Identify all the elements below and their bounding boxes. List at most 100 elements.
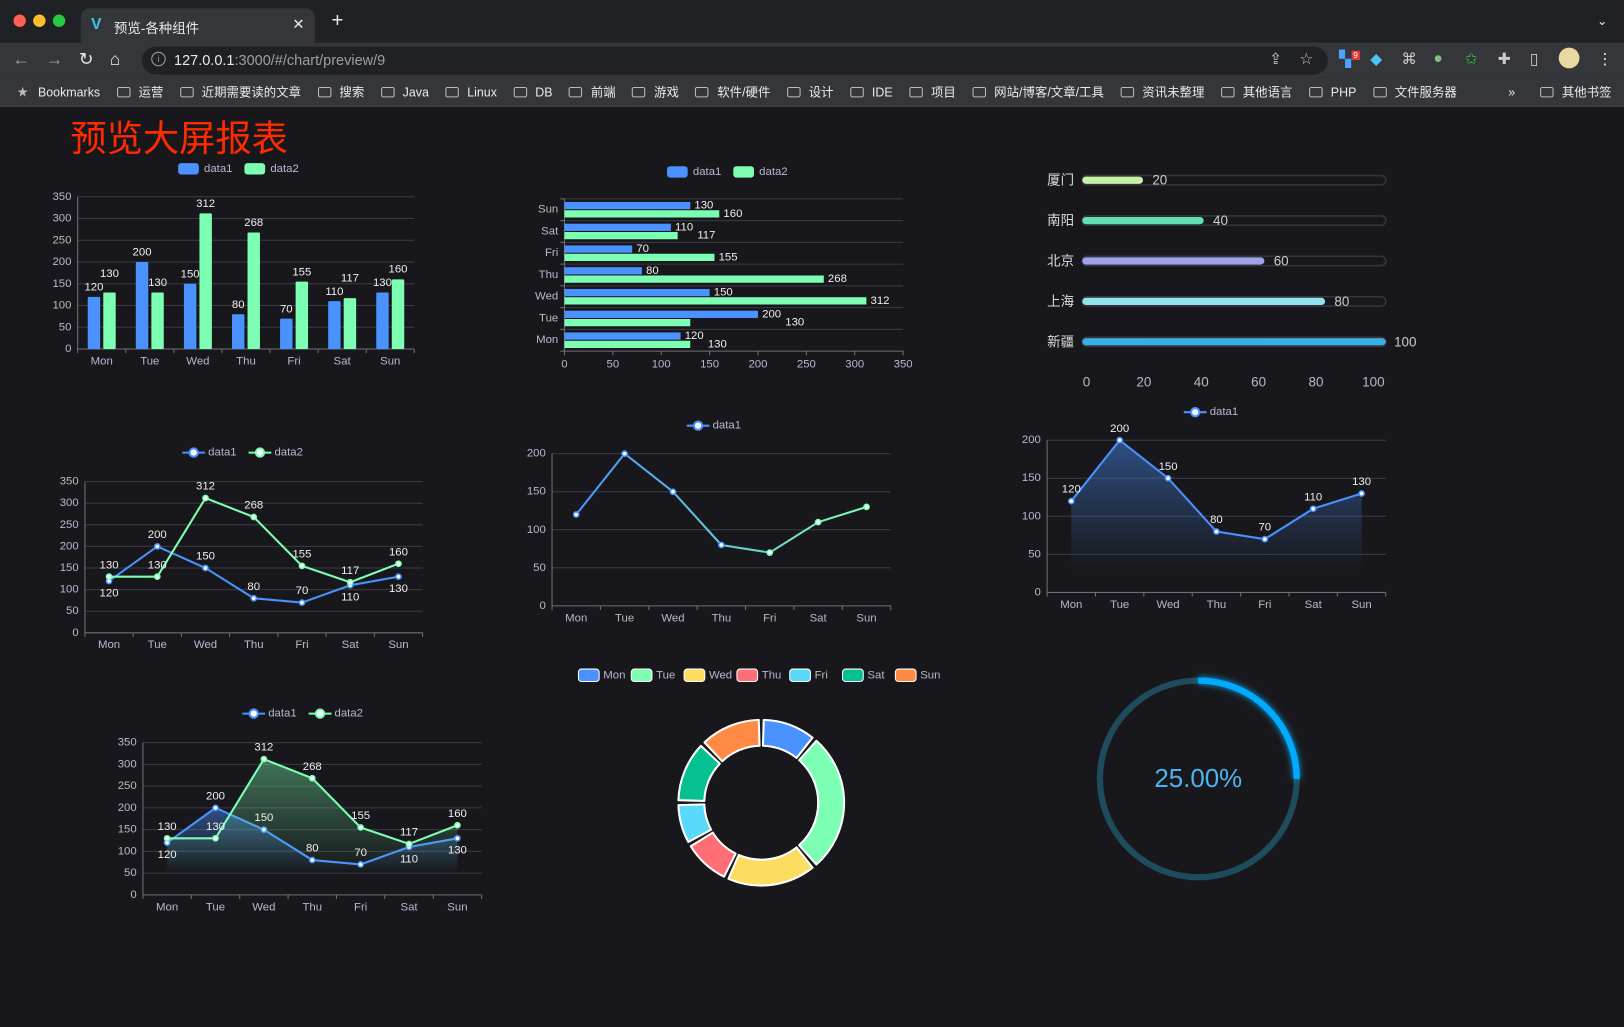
url-text[interactable]: 127.0.0.1:3000/#/chart/preview/9 [174,52,385,69]
donut-slice-Mon[interactable] [761,718,814,759]
city-label: 新疆 [1047,334,1074,349]
x-tick-label: Thu [302,901,322,913]
data-label: 155 [351,810,370,822]
donut-slice-Sun[interactable] [703,718,761,763]
y-tick-label: 200 [527,448,546,460]
legend-item-data2[interactable]: data2 [733,166,788,178]
site-info-icon[interactable]: i [151,51,166,67]
bookmark-folder[interactable]: PHP [1309,84,1357,99]
legend-item-data2[interactable]: data2 [308,708,363,720]
bar-data1 [280,318,293,350]
x-tick-label: 100 [652,359,671,371]
legend-item-data1[interactable]: data1 [178,163,233,175]
bookmark-folder[interactable]: 搜索 [317,83,364,101]
progress-fill [1082,216,1204,225]
legend-item-data1[interactable]: data1 [686,420,741,432]
donut-slice-Thu[interactable] [689,831,737,878]
bookmark-folder[interactable]: 其他语言 [1221,83,1292,101]
more-bookmarks-button[interactable]: » [1508,84,1516,99]
progress-fill [1082,338,1386,346]
gem-extension-icon[interactable]: ◆ [1370,50,1383,69]
data-point [346,578,354,586]
bookmark-label: PHP [1330,84,1357,99]
data-label: 130 [1352,476,1371,488]
menu-kebab-icon[interactable]: ⋮ [1597,50,1613,69]
close-tab-icon[interactable]: ✕ [292,15,305,33]
data-point [357,824,365,831]
close-window-button[interactable] [13,14,26,27]
data-label: 110 [1304,491,1322,503]
legend-item-Sun[interactable]: Sun [894,668,940,683]
back-icon[interactable]: ← [12,49,31,70]
bookmarks-manager[interactable]: ★ Bookmarks [17,83,101,100]
bookmark-folder[interactable]: Java [380,84,429,99]
donut-slice-Fri[interactable] [677,803,713,843]
reload-icon[interactable]: ↻ [78,49,94,70]
bookmark-folder[interactable]: 文件服务器 [1372,83,1457,101]
data-label: 200 [206,790,225,802]
legend-item-data1[interactable]: data1 [242,708,297,720]
data-label: 200 [148,529,167,541]
legend-item-Fri[interactable]: Fri [789,668,828,683]
bar-data1 [564,245,633,253]
other-bookmarks-folder[interactable]: 其他书签 [1540,83,1612,101]
data-label: 155 [292,548,311,560]
extension-icon[interactable]: ▚ 9 [1339,50,1360,68]
bookmark-label: DB [535,84,553,99]
donut-slice-Sat[interactable] [677,744,721,803]
home-icon[interactable]: ⌂ [109,49,121,70]
data-label: 117 [400,827,418,839]
maximize-window-button[interactable] [52,14,66,27]
data-label: 200 [1110,423,1129,435]
minimize-window-button[interactable] [33,14,46,27]
legend-item-Tue[interactable]: Tue [630,668,675,683]
bookmark-folder[interactable]: 网站/博客/文章/工具 [972,83,1104,101]
star-extension-icon[interactable]: ✩ [1464,50,1478,69]
bookmark-folder[interactable]: Linux [445,84,497,99]
new-tab-button[interactable]: + [331,9,344,33]
legend-item-data2[interactable]: data2 [244,163,299,175]
data-point [163,834,171,842]
bookmark-folder[interactable]: DB [513,84,553,99]
bar-data1 [564,201,691,210]
address-bar[interactable]: i 127.0.0.1:3000/#/chart/preview/9 ⇪ ☆ [141,46,1328,75]
bookmark-folder[interactable]: 软件/硬件 [695,83,770,101]
forward-icon[interactable]: → [45,49,64,70]
profile-avatar[interactable] [1558,47,1580,69]
bookmark-folder[interactable]: 项目 [909,83,956,101]
side-panel-icon[interactable]: ▯ [1529,50,1539,69]
bar-data2 [564,275,824,283]
bookmark-folder[interactable]: 资讯未整理 [1120,83,1204,101]
y-tick-label: 150 [527,486,546,498]
tab-active[interactable]: V 预览-各种组件 ✕ [80,8,315,43]
legend-item-data2[interactable]: data2 [248,447,303,459]
bookmark-folder[interactable]: 前端 [569,83,616,101]
bookmark-folder[interactable]: 游戏 [632,83,679,101]
bookmark-folder[interactable]: 运营 [116,83,163,101]
bookmark-folder[interactable]: 设计 [786,83,834,101]
share-icon[interactable]: ⇪ [1269,50,1283,69]
donut-slice-Wed[interactable] [727,846,814,887]
tab-search-chevron-icon[interactable]: ⌄ [1597,13,1608,28]
donut-slice-Tue[interactable] [798,739,846,866]
data-label: 120 [1062,484,1081,496]
legend-item-data1[interactable]: data1 [1183,406,1238,418]
y-tick-label: 100 [60,584,79,596]
x-tick-label: 200 [748,359,767,371]
extensions-puzzle-icon[interactable]: ✚ [1497,50,1511,69]
bookmark-folder[interactable]: IDE [850,84,893,99]
command-extension-icon[interactable]: ⌘ [1401,50,1417,69]
legend-item-Sat[interactable]: Sat [842,668,886,683]
x-tick-label: Tue [148,639,167,651]
green-dot-extension-icon[interactable]: ● [1433,49,1443,68]
legend-item-Thu[interactable]: Thu [736,668,781,683]
legend-item-data1[interactable]: data1 [666,166,721,178]
bookmark-star-icon[interactable]: ☆ [1299,50,1314,69]
legend-item-data1[interactable]: data1 [182,447,237,459]
bookmark-folder[interactable]: 近期需要读的文章 [179,83,301,101]
folder-icon [513,86,527,97]
legend-item-Wed[interactable]: Wed [683,668,732,683]
bar-data2 [247,232,260,350]
legend-item-Mon[interactable]: Mon [577,668,625,683]
bar-data2 [564,297,867,305]
